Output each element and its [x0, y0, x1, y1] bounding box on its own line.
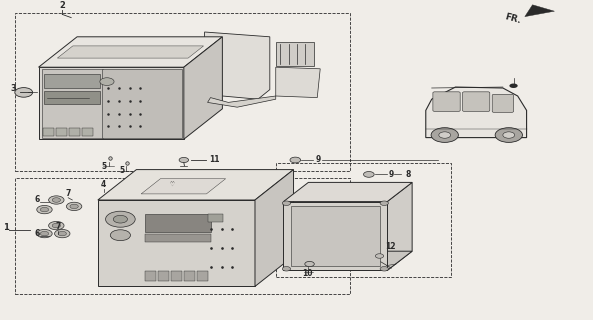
Circle shape [503, 132, 515, 138]
Circle shape [49, 221, 64, 230]
Circle shape [282, 267, 291, 271]
Text: 11: 11 [209, 156, 219, 164]
Circle shape [380, 267, 388, 271]
Circle shape [100, 78, 114, 85]
Text: 2: 2 [59, 1, 65, 10]
FancyBboxPatch shape [463, 92, 490, 111]
FancyBboxPatch shape [44, 91, 100, 104]
Circle shape [375, 254, 384, 258]
Circle shape [439, 132, 451, 138]
Circle shape [290, 157, 301, 163]
Circle shape [110, 230, 130, 241]
Polygon shape [39, 67, 184, 139]
Polygon shape [426, 87, 527, 138]
Polygon shape [387, 182, 412, 270]
Circle shape [431, 128, 458, 142]
FancyBboxPatch shape [145, 214, 211, 232]
FancyBboxPatch shape [283, 202, 387, 270]
Polygon shape [276, 67, 320, 98]
Circle shape [509, 84, 518, 88]
Text: FR.: FR. [503, 13, 522, 26]
Text: 5: 5 [101, 162, 106, 171]
Polygon shape [255, 170, 294, 286]
Text: 6: 6 [34, 195, 39, 204]
FancyBboxPatch shape [171, 271, 182, 281]
FancyBboxPatch shape [208, 214, 223, 222]
Polygon shape [283, 251, 412, 270]
Circle shape [58, 231, 66, 236]
Text: 9: 9 [316, 156, 321, 164]
Circle shape [495, 128, 522, 142]
Polygon shape [39, 37, 222, 67]
Circle shape [37, 229, 52, 238]
Text: 3: 3 [10, 84, 16, 93]
Circle shape [15, 88, 33, 97]
Circle shape [380, 201, 388, 205]
Circle shape [66, 202, 82, 211]
Circle shape [52, 223, 60, 228]
Circle shape [40, 231, 49, 236]
FancyBboxPatch shape [82, 128, 93, 136]
FancyBboxPatch shape [145, 234, 211, 242]
FancyBboxPatch shape [291, 206, 380, 266]
Text: 6: 6 [34, 229, 39, 238]
Polygon shape [98, 200, 255, 286]
Circle shape [37, 205, 52, 214]
Polygon shape [525, 5, 554, 17]
FancyBboxPatch shape [276, 42, 314, 66]
Circle shape [55, 229, 70, 238]
FancyBboxPatch shape [42, 69, 103, 138]
FancyBboxPatch shape [184, 271, 195, 281]
Polygon shape [184, 37, 222, 139]
FancyBboxPatch shape [492, 94, 514, 112]
FancyBboxPatch shape [43, 128, 54, 136]
Polygon shape [205, 32, 270, 99]
Text: 9: 9 [388, 170, 394, 179]
Circle shape [70, 204, 78, 209]
Polygon shape [58, 46, 203, 58]
Text: 8: 8 [406, 170, 411, 179]
Circle shape [364, 172, 374, 177]
Text: ♡: ♡ [170, 182, 174, 187]
FancyBboxPatch shape [69, 128, 80, 136]
FancyBboxPatch shape [145, 271, 156, 281]
FancyBboxPatch shape [103, 69, 183, 138]
FancyBboxPatch shape [433, 92, 460, 111]
Text: 7: 7 [65, 189, 71, 198]
Circle shape [49, 196, 64, 204]
Text: 4: 4 [101, 180, 106, 189]
FancyBboxPatch shape [197, 271, 208, 281]
Circle shape [106, 211, 135, 227]
Text: 7: 7 [55, 222, 61, 231]
Text: 12: 12 [385, 242, 396, 251]
Polygon shape [98, 170, 294, 200]
Circle shape [179, 157, 189, 163]
Polygon shape [141, 179, 225, 194]
Circle shape [113, 215, 127, 223]
Text: 1: 1 [3, 223, 9, 232]
Circle shape [40, 207, 49, 212]
FancyBboxPatch shape [158, 271, 169, 281]
Text: 10: 10 [302, 269, 313, 278]
Polygon shape [208, 96, 276, 107]
FancyBboxPatch shape [56, 128, 67, 136]
Circle shape [282, 201, 291, 205]
Text: 5: 5 [119, 166, 124, 175]
Circle shape [305, 261, 314, 267]
Circle shape [52, 198, 60, 202]
Polygon shape [283, 182, 412, 202]
FancyBboxPatch shape [44, 74, 100, 88]
